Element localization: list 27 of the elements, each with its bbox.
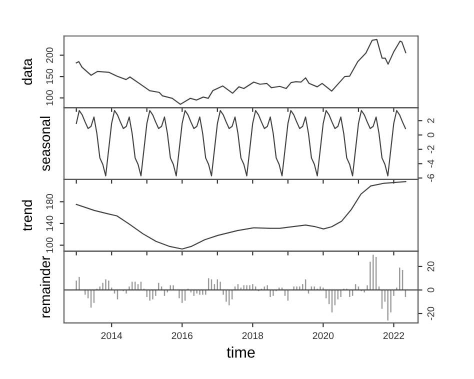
- y-tick-label: 140: [46, 216, 54, 231]
- line-series: [76, 181, 406, 250]
- y-axis-title: trend: [22, 200, 32, 231]
- y-tick-label: 100: [46, 237, 54, 253]
- x-tick-label: 2014: [101, 332, 122, 340]
- x-tick-label: 2020: [312, 332, 334, 340]
- y-axis-title: data: [22, 58, 32, 85]
- y2-tick-label: 20: [427, 261, 434, 272]
- y2-tick-label: -4: [427, 160, 434, 168]
- y2-tick-label: -2: [427, 145, 434, 154]
- y-axis-title: remainder: [40, 256, 50, 318]
- y2-tick-label: 0: [427, 288, 434, 292]
- x-tick-label: 2018: [242, 332, 264, 340]
- y-tick-label: 100: [46, 90, 54, 106]
- y2-tick-label: -20: [427, 306, 434, 320]
- x-tick-label: 2022: [383, 332, 404, 340]
- y2-tick-label: -6: [427, 174, 434, 182]
- y-tick-label: 200: [46, 47, 54, 63]
- x-axis-title: time: [226, 346, 255, 358]
- y-axis-title: seasonal: [40, 116, 50, 172]
- y-tick-label: 180: [46, 194, 54, 210]
- x-tick-label: 2016: [172, 332, 193, 340]
- y2-tick-label: 2: [427, 118, 434, 123]
- y2-tick-label: 0: [427, 132, 434, 138]
- y-tick-label: 150: [46, 68, 54, 84]
- line-series: [76, 110, 406, 176]
- line-series: [76, 38, 406, 105]
